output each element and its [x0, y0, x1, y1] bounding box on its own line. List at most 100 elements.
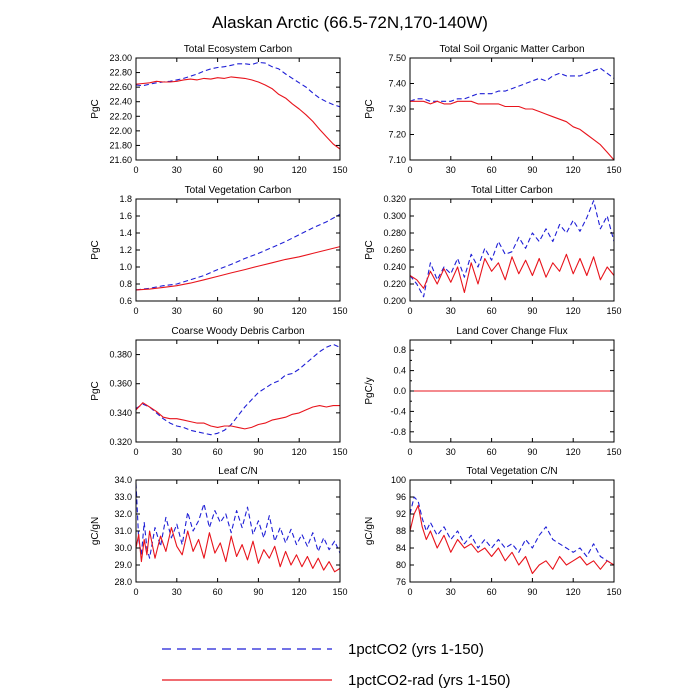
x-tick-label-land-cover-change-flux: 0 [407, 447, 412, 457]
series-line-1pctco2-rad-yrs-1-150-leaf-c-n [135, 527, 341, 573]
y-tick-label-total-litter-carbon: 0.200 [383, 296, 406, 306]
panel-title-total-soil-organic-matter-carbon: Total Soil Organic Matter Carbon [439, 44, 584, 55]
y-tick-label-total-litter-carbon: 0.300 [383, 211, 406, 221]
x-tick-label-total-vegetation-carbon: 90 [253, 306, 263, 316]
y-tick-label-total-vegetation-carbon: 0.8 [119, 279, 132, 289]
y-tick-label-total-vegetation-c-n: 96 [396, 492, 406, 502]
series-line-1pctco2-yrs-1-150-total-litter-carbon [409, 200, 615, 298]
x-tick-label-total-vegetation-c-n: 150 [606, 587, 621, 597]
y-tick-label-total-vegetation-c-n: 88 [396, 526, 406, 536]
y-tick-label-total-vegetation-carbon: 1.4 [119, 228, 132, 238]
y-axis-label-coarse-woody-debris-carbon: PgC [90, 381, 101, 400]
panel-title-total-ecosystem-carbon: Total Ecosystem Carbon [184, 44, 292, 55]
x-tick-label-land-cover-change-flux: 30 [446, 447, 456, 457]
y-tick-label-leaf-c-n: 29.0 [114, 560, 132, 570]
x-tick-label-coarse-woody-debris-carbon: 30 [172, 447, 182, 457]
x-tick-label-total-vegetation-carbon: 0 [133, 306, 138, 316]
x-tick-label-total-ecosystem-carbon: 60 [213, 165, 223, 175]
y-tick-label-total-vegetation-carbon: 1.2 [119, 245, 132, 255]
y-axis-label-total-vegetation-c-n: gC/gN [364, 517, 375, 545]
y-tick-label-total-litter-carbon: 0.280 [383, 228, 406, 238]
panel-total-soil-organic-matter-carbon: Total Soil Organic Matter Carbon PgC 0 30 60… [364, 44, 622, 175]
y-tick-label-total-soil-organic-matter-carbon: 7.40 [388, 79, 406, 89]
plot-frame-leaf-c-n [135, 479, 341, 583]
y-tick-label-total-vegetation-c-n: 84 [396, 543, 406, 553]
y-tick-label-land-cover-change-flux: -0.8 [390, 427, 406, 437]
x-tick-label-total-soil-organic-matter-carbon: 120 [566, 165, 581, 175]
x-tick-label-total-litter-carbon: 150 [606, 306, 621, 316]
series-group-total-litter-carbon [409, 200, 615, 298]
x-tick-label-total-ecosystem-carbon: 0 [133, 165, 138, 175]
y-tick-label-total-vegetation-carbon: 1.6 [119, 211, 132, 221]
x-tick-label-total-vegetation-carbon: 120 [292, 306, 307, 316]
x-tick-label-total-litter-carbon: 90 [527, 306, 537, 316]
x-tick-label-land-cover-change-flux: 150 [606, 447, 621, 457]
series-line-1pctco2-rad-yrs-1-150-total-ecosystem-carbon [135, 76, 341, 150]
y-tick-label-total-ecosystem-carbon: 22.00 [109, 126, 132, 136]
y-tick-label-total-soil-organic-matter-carbon: 7.20 [388, 130, 406, 140]
x-tick-label-total-vegetation-c-n: 30 [446, 587, 456, 597]
series-group-total-vegetation-c-n [409, 496, 615, 575]
x-tick-label-coarse-woody-debris-carbon: 0 [133, 447, 138, 457]
y-tick-label-coarse-woody-debris-carbon: 0.380 [109, 350, 132, 360]
y-tick-label-total-vegetation-carbon: 1.0 [119, 262, 132, 272]
y-tick-label-coarse-woody-debris-carbon: 0.320 [109, 437, 132, 447]
x-tick-label-total-soil-organic-matter-carbon: 150 [606, 165, 621, 175]
series-line-1pctco2-rad-yrs-1-150-coarse-woody-debris-carbon [135, 402, 340, 430]
series-line-1pctco2-yrs-1-150-total-vegetation-c-n [409, 496, 615, 566]
y-tick-label-total-ecosystem-carbon: 21.80 [109, 140, 132, 150]
x-tick-label-leaf-c-n: 60 [213, 587, 223, 597]
x-tick-label-leaf-c-n: 120 [292, 587, 307, 597]
y-tick-label-total-ecosystem-carbon: 22.80 [109, 68, 132, 78]
y-tick-label-total-vegetation-c-n: 100 [391, 475, 406, 485]
y-tick-label-total-vegetation-c-n: 76 [396, 577, 406, 587]
x-tick-label-total-litter-carbon: 30 [446, 306, 456, 316]
x-tick-label-coarse-woody-debris-carbon: 90 [253, 447, 263, 457]
y-tick-label-land-cover-change-flux: 0.0 [393, 386, 406, 396]
series-line-1pctco2-rad-yrs-1-150-total-vegetation-c-n [409, 504, 615, 575]
y-tick-label-leaf-c-n: 32.0 [114, 509, 132, 519]
x-tick-label-total-vegetation-carbon: 30 [172, 306, 182, 316]
panel-leaf-c-n: Leaf C/N gC/gN 0 30 60 90 120 150 28.0 29.0 30.0 31… [90, 466, 348, 597]
plot-frame-coarse-woody-debris-carbon [135, 339, 341, 443]
panel-total-ecosystem-carbon: Total Ecosystem Carbon PgC 0 30 60 90 120 150 21… [90, 44, 348, 175]
y-tick-label-total-soil-organic-matter-carbon: 7.30 [388, 104, 406, 114]
x-tick-label-coarse-woody-debris-carbon: 60 [213, 447, 223, 457]
x-tick-label-leaf-c-n: 90 [253, 587, 263, 597]
plot-frame-total-soil-organic-matter-carbon [409, 57, 615, 161]
x-tick-label-leaf-c-n: 30 [172, 587, 182, 597]
x-tick-label-total-ecosystem-carbon: 150 [332, 165, 347, 175]
x-tick-label-total-vegetation-carbon: 150 [332, 306, 347, 316]
x-tick-label-total-ecosystem-carbon: 90 [253, 165, 263, 175]
x-tick-label-coarse-woody-debris-carbon: 120 [292, 447, 307, 457]
y-tick-label-total-vegetation-c-n: 80 [396, 560, 406, 570]
y-axis-label-land-cover-change-flux: PgC/y [364, 377, 375, 404]
x-tick-label-total-ecosystem-carbon: 120 [292, 165, 307, 175]
plot-frame-total-litter-carbon [409, 198, 615, 302]
panel-title-total-vegetation-c-n: Total Vegetation C/N [466, 466, 557, 477]
y-tick-label-land-cover-change-flux: 0.8 [393, 345, 406, 355]
y-tick-label-leaf-c-n: 34.0 [114, 475, 132, 485]
x-tick-label-total-vegetation-c-n: 90 [527, 587, 537, 597]
x-tick-label-total-litter-carbon: 0 [407, 306, 412, 316]
x-tick-label-total-soil-organic-matter-carbon: 30 [446, 165, 456, 175]
y-tick-label-leaf-c-n: 28.0 [114, 577, 132, 587]
legend: 1pctCO2 (yrs 1-150) 1pctCO2-rad (yrs 1-1… [162, 641, 511, 689]
y-tick-label-total-vegetation-c-n: 92 [396, 509, 406, 519]
y-axis-label-total-litter-carbon: PgC [364, 240, 375, 259]
plot-frame-total-vegetation-carbon [135, 198, 341, 302]
series-line-1pctco2-rad-yrs-1-150-total-soil-organic-matter-carbon [410, 100, 615, 161]
x-tick-label-land-cover-change-flux: 60 [487, 447, 497, 457]
x-tick-label-leaf-c-n: 150 [332, 587, 347, 597]
x-tick-label-total-soil-organic-matter-carbon: 90 [527, 165, 537, 175]
series-group-leaf-c-n [135, 483, 341, 573]
y-tick-label-total-ecosystem-carbon: 22.40 [109, 97, 132, 107]
panel-land-cover-change-flux: Land Cover Change Flux PgC/y 0 30 60 90 120 150… [364, 326, 622, 457]
y-tick-label-land-cover-change-flux: -0.4 [390, 406, 406, 416]
panel-total-vegetation-c-n: Total Vegetation C/N gC/gN 0 30 60 90 120 150 76… [364, 466, 622, 597]
series-line-1pctco2-yrs-1-150-coarse-woody-debris-carbon [135, 343, 341, 436]
x-tick-label-coarse-woody-debris-carbon: 150 [332, 447, 347, 457]
y-tick-label-total-ecosystem-carbon: 22.60 [109, 82, 132, 92]
series-group-total-ecosystem-carbon [135, 61, 341, 150]
